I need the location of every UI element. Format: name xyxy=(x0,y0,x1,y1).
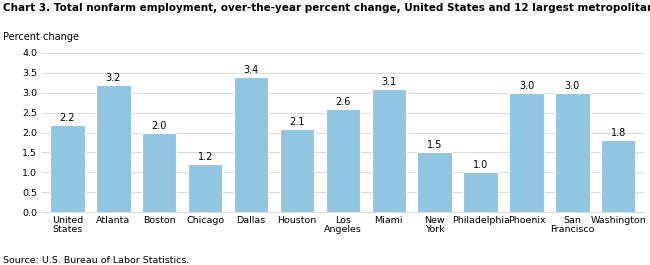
Bar xyxy=(417,152,452,212)
Bar xyxy=(50,125,84,212)
Text: 1.0: 1.0 xyxy=(473,160,488,170)
Text: 3.1: 3.1 xyxy=(381,77,396,87)
Text: 2.2: 2.2 xyxy=(60,113,75,122)
Bar xyxy=(372,89,406,212)
Text: Chart 3. Total nonfarm employment, over-the-year percent change, United States a: Chart 3. Total nonfarm employment, over-… xyxy=(3,3,650,13)
Text: 3.2: 3.2 xyxy=(106,73,121,83)
Text: 2.0: 2.0 xyxy=(151,121,167,131)
Bar xyxy=(280,129,314,212)
Bar xyxy=(555,93,590,212)
Bar xyxy=(601,140,636,212)
Text: 3.4: 3.4 xyxy=(244,65,259,75)
Text: 3.0: 3.0 xyxy=(565,81,580,91)
Text: Percent change: Percent change xyxy=(3,32,79,42)
Bar xyxy=(234,77,268,212)
Bar xyxy=(96,85,131,212)
Text: 2.1: 2.1 xyxy=(289,117,305,127)
Text: 1.2: 1.2 xyxy=(198,152,213,162)
Text: 2.6: 2.6 xyxy=(335,97,350,107)
Bar xyxy=(188,164,222,212)
Text: 3.0: 3.0 xyxy=(519,81,534,91)
Text: 1.8: 1.8 xyxy=(610,129,626,138)
Text: Source: U.S. Bureau of Labor Statistics.: Source: U.S. Bureau of Labor Statistics. xyxy=(3,256,190,265)
Text: 1.5: 1.5 xyxy=(427,140,443,151)
Bar xyxy=(326,109,360,212)
Bar xyxy=(463,172,498,212)
Bar xyxy=(142,132,177,212)
Bar xyxy=(509,93,543,212)
